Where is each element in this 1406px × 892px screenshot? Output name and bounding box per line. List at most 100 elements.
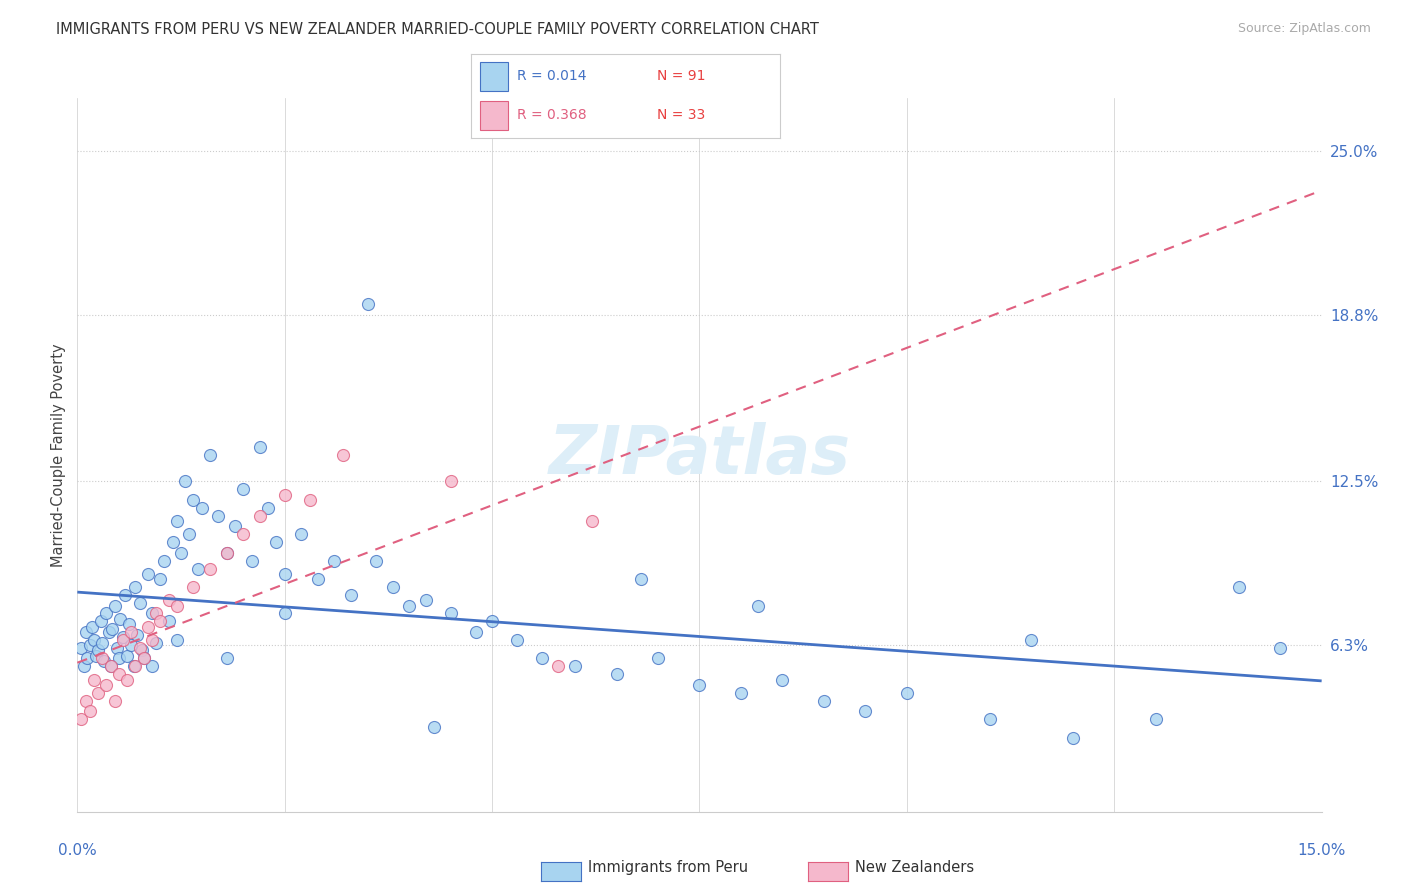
- Point: [364, 554, 387, 568]
- Point: [157, 615, 180, 629]
- Point: [111, 632, 134, 647]
- Point: [120, 625, 142, 640]
- Point: [145, 635, 167, 649]
- Point: [128, 640, 150, 655]
- Point: [131, 643, 153, 657]
- Point: [149, 615, 172, 629]
- Point: [215, 651, 238, 665]
- Point: [630, 572, 652, 586]
- Point: [100, 659, 122, 673]
- Point: [266, 535, 288, 549]
- Point: [115, 673, 138, 687]
- Point: [423, 720, 446, 734]
- Point: [224, 519, 246, 533]
- Point: [108, 651, 129, 665]
- Point: [166, 514, 188, 528]
- Point: [83, 673, 105, 687]
- Point: [323, 554, 346, 568]
- Text: R = 0.014: R = 0.014: [517, 70, 586, 83]
- Point: [118, 617, 141, 632]
- Point: [813, 694, 835, 708]
- Point: [136, 566, 159, 581]
- Point: [215, 546, 238, 560]
- Point: [104, 599, 127, 613]
- Point: [1062, 731, 1084, 745]
- Point: [93, 654, 115, 668]
- Point: [87, 643, 110, 657]
- Point: [439, 607, 461, 621]
- Point: [125, 627, 148, 641]
- Point: [274, 607, 297, 621]
- Point: [257, 500, 280, 515]
- Point: [581, 514, 603, 528]
- Point: [606, 667, 628, 681]
- Point: [87, 686, 110, 700]
- Point: [332, 448, 354, 462]
- Text: N = 33: N = 33: [657, 109, 704, 122]
- Point: [564, 659, 586, 673]
- Point: [207, 508, 229, 523]
- Point: [187, 561, 209, 575]
- Point: [105, 640, 128, 655]
- Point: [170, 546, 193, 560]
- Point: [179, 527, 201, 541]
- Point: [136, 620, 159, 634]
- Point: [114, 588, 136, 602]
- Point: [145, 607, 167, 621]
- Point: [464, 625, 486, 640]
- Point: [340, 588, 363, 602]
- Point: [215, 546, 238, 560]
- Point: [249, 440, 271, 454]
- Point: [84, 648, 107, 663]
- FancyBboxPatch shape: [481, 101, 508, 130]
- Point: [198, 561, 221, 575]
- Text: R = 0.368: R = 0.368: [517, 109, 588, 122]
- Point: [70, 712, 93, 726]
- Point: [73, 659, 96, 673]
- Point: [232, 483, 254, 497]
- Point: [132, 651, 155, 665]
- Point: [75, 694, 97, 708]
- Point: [896, 686, 918, 700]
- Point: [128, 596, 150, 610]
- Point: [1144, 712, 1167, 726]
- Point: [82, 620, 104, 634]
- Text: New Zealanders: New Zealanders: [855, 860, 974, 874]
- Point: [91, 635, 114, 649]
- Text: ZIPatlas: ZIPatlas: [548, 422, 851, 488]
- Point: [83, 632, 105, 647]
- Point: [240, 554, 263, 568]
- Point: [191, 500, 214, 515]
- Point: [91, 651, 114, 665]
- Text: 15.0%: 15.0%: [1298, 843, 1346, 858]
- Point: [747, 599, 769, 613]
- Point: [979, 712, 1001, 726]
- Point: [132, 651, 155, 665]
- Point: [174, 475, 197, 489]
- Point: [166, 599, 188, 613]
- Point: [110, 612, 132, 626]
- Point: [111, 630, 134, 644]
- Point: [415, 593, 437, 607]
- Point: [274, 487, 297, 501]
- Point: [141, 632, 163, 647]
- Point: [157, 593, 180, 607]
- Point: [90, 615, 112, 629]
- Point: [530, 651, 553, 665]
- Point: [100, 659, 122, 673]
- Point: [274, 566, 297, 581]
- Point: [506, 632, 529, 647]
- Point: [96, 607, 118, 621]
- Point: [104, 694, 127, 708]
- Point: [855, 704, 877, 718]
- Point: [122, 659, 145, 673]
- Point: [79, 704, 101, 718]
- Point: [1270, 640, 1292, 655]
- Point: [772, 673, 794, 687]
- Point: [124, 659, 146, 673]
- Point: [79, 638, 101, 652]
- Text: N = 91: N = 91: [657, 70, 704, 83]
- Point: [290, 527, 312, 541]
- Point: [439, 475, 461, 489]
- Point: [647, 651, 669, 665]
